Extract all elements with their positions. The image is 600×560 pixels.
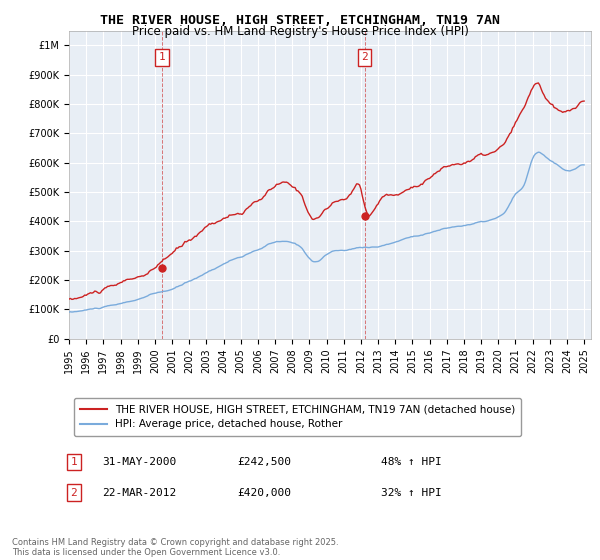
Text: 1: 1 [158,52,165,62]
Text: 22-MAR-2012: 22-MAR-2012 [102,488,176,498]
Text: THE RIVER HOUSE, HIGH STREET, ETCHINGHAM, TN19 7AN: THE RIVER HOUSE, HIGH STREET, ETCHINGHAM… [100,14,500,27]
Text: 31-MAY-2000: 31-MAY-2000 [102,457,176,467]
Text: 2: 2 [361,52,368,62]
Text: £420,000: £420,000 [237,488,291,498]
Text: 32% ↑ HPI: 32% ↑ HPI [381,488,442,498]
Text: £242,500: £242,500 [237,457,291,467]
Legend: THE RIVER HOUSE, HIGH STREET, ETCHINGHAM, TN19 7AN (detached house), HPI: Averag: THE RIVER HOUSE, HIGH STREET, ETCHINGHAM… [74,398,521,436]
Text: Price paid vs. HM Land Registry's House Price Index (HPI): Price paid vs. HM Land Registry's House … [131,25,469,38]
Text: 2: 2 [70,488,77,498]
Text: 1: 1 [70,457,77,467]
Text: 48% ↑ HPI: 48% ↑ HPI [381,457,442,467]
Text: Contains HM Land Registry data © Crown copyright and database right 2025.
This d: Contains HM Land Registry data © Crown c… [12,538,338,557]
